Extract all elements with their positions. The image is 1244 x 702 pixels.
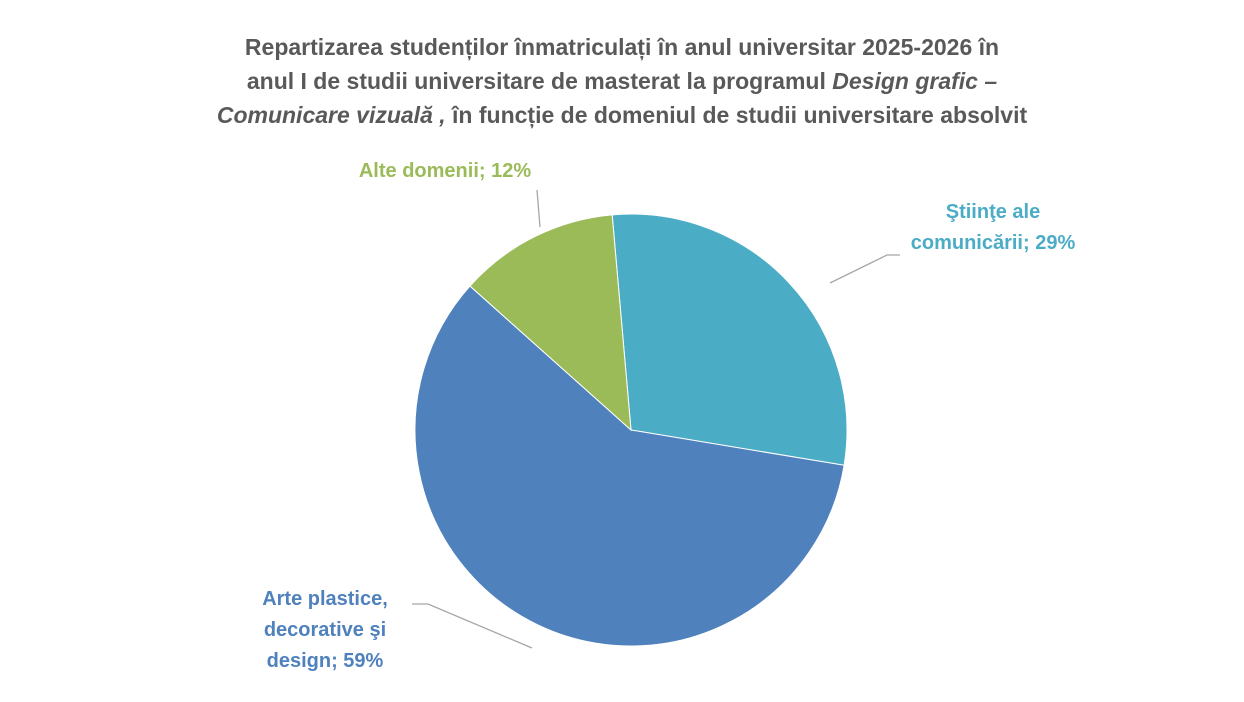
title-line: Repartizarea studenților înmatriculați î…	[0, 30, 1244, 64]
pie-slice	[469, 214, 632, 432]
title-run: Comunicare vizuală ,	[216, 102, 446, 128]
title-run: Design grafic –	[832, 68, 998, 94]
pie-slice	[611, 213, 848, 466]
title-run: anul I de studii universitare de mastera…	[246, 68, 833, 94]
data-label: Ştiinţe ale comunicării; 29%	[910, 201, 1076, 254]
data-label: Arte plastice, decorative şi design; 59%	[262, 588, 388, 672]
title-run: în funcție de domeniul de studii univers…	[445, 102, 1028, 128]
title-run: Repartizarea studenților înmatriculați î…	[244, 34, 1000, 60]
chart-title: Repartizarea studenților înmatriculați î…	[0, 30, 1244, 132]
leader-line	[412, 603, 533, 649]
title-line: anul I de studii universitare de mastera…	[0, 64, 1244, 98]
pie-slice	[414, 285, 845, 647]
leader-line	[536, 189, 541, 228]
data-label: Alte domenii; 12%	[358, 160, 532, 182]
leader-line	[829, 254, 900, 284]
title-line: Comunicare vizuală , în funcție de domen…	[0, 98, 1244, 132]
